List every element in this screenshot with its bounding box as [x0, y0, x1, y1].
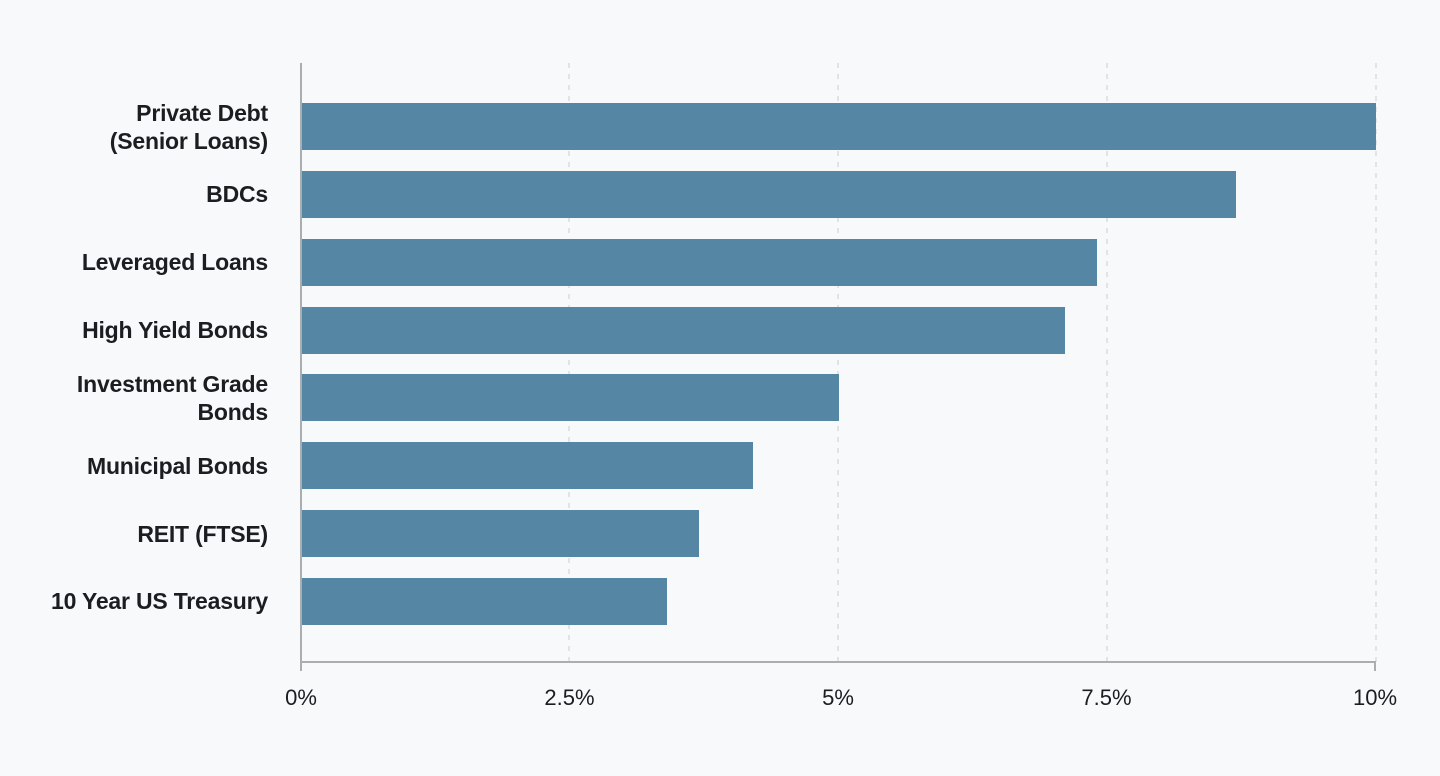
bar-row [302, 306, 1376, 354]
category-label: Municipal Bonds [86, 452, 268, 479]
x-tick-label: 7.5% [1081, 685, 1132, 710]
category-label: High Yield Bonds [82, 317, 268, 344]
category-label: REIT (FTSE) [137, 520, 268, 547]
y-axis-line [300, 63, 302, 671]
category-label: BDCs [206, 181, 268, 208]
bar-row [302, 103, 1376, 150]
x-tick-label: 0% [285, 685, 317, 710]
bar-10yr-us-treasury[interactable] [302, 577, 668, 625]
x-axis-line [300, 661, 1376, 663]
bar-investment-grade[interactable] [302, 374, 839, 422]
bar-bdcs[interactable] [302, 170, 1237, 218]
gridline-10-percent [1375, 63, 1377, 663]
bar-row [302, 170, 1376, 218]
bar-private-debt[interactable] [302, 103, 1376, 150]
x-axis-labels: 0% 2.5% 5% 7.5% 10% [285, 685, 1397, 711]
y-axis-labels: Private Debt (Senior Loans) BDCs Leverag… [0, 63, 268, 663]
bar-row [302, 442, 1376, 490]
bar-row [302, 374, 1376, 422]
category-label: 10 Year US Treasury [51, 588, 268, 615]
gridline-5-percent [837, 63, 839, 663]
x-tick-label: 10% [1352, 685, 1398, 710]
bar-high-yield-bonds[interactable] [302, 306, 1065, 354]
bar-municipal-bonds[interactable] [302, 442, 754, 490]
category-label: Investment Grade Bonds [76, 370, 268, 425]
x-axis-end-tick [1374, 663, 1376, 671]
category-label: Private Debt (Senior Loans) [109, 99, 268, 154]
gridline-7-5-percent [1106, 63, 1108, 663]
bar-leveraged-loans[interactable] [302, 238, 1097, 286]
x-tick-label: 2.5% [544, 685, 595, 710]
bar-row [302, 238, 1376, 286]
bar-reit-ftse[interactable] [302, 510, 700, 558]
x-tick-label: 5% [822, 685, 854, 710]
category-label: Leveraged Loans [81, 249, 268, 276]
bar-row [302, 577, 1376, 625]
plot-area [300, 63, 1377, 671]
gridline-2-5-percent [568, 63, 570, 663]
bar-row [302, 510, 1376, 558]
